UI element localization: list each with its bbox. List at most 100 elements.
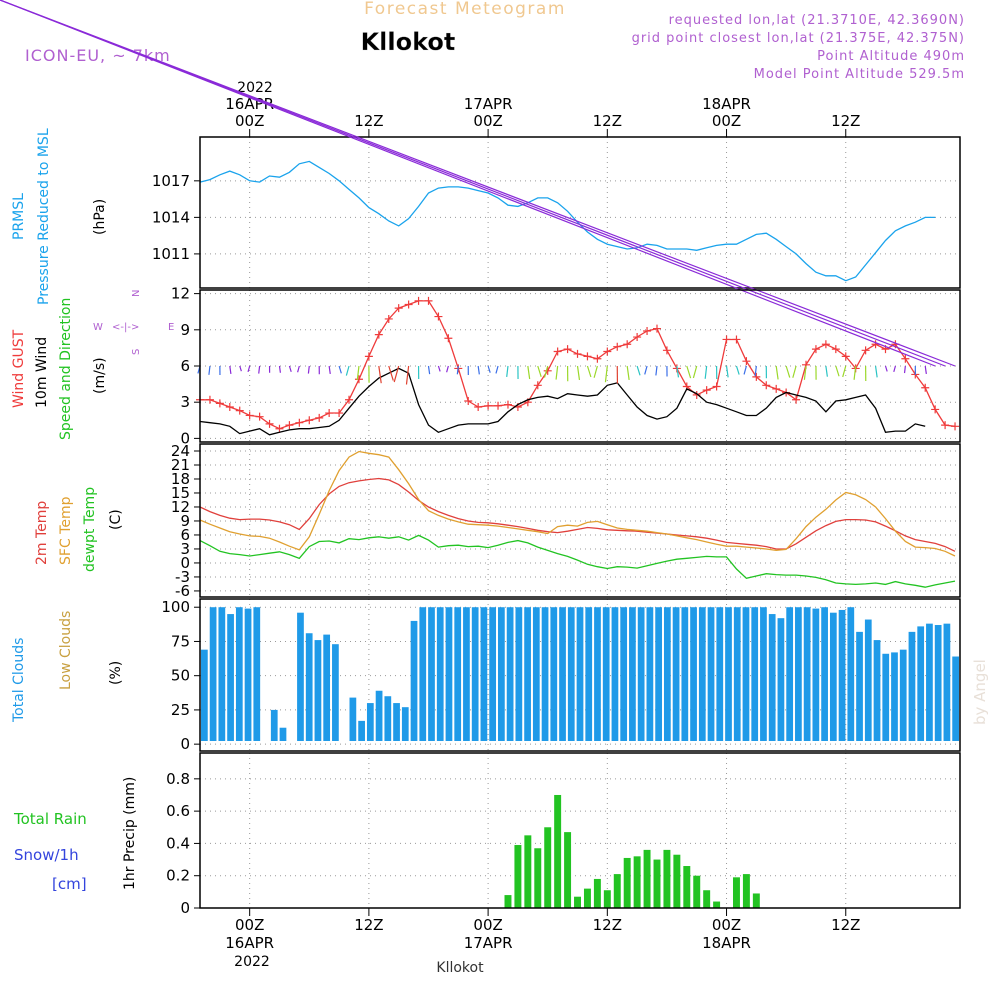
gust-marker	[434, 312, 443, 321]
panel-frame	[199, 598, 961, 752]
precip-bar	[663, 849, 671, 908]
total-cloud-bar	[410, 620, 418, 741]
top-tick-label: 12Z	[831, 112, 860, 130]
precip-bar	[643, 849, 651, 908]
total-cloud-bar	[882, 653, 890, 741]
precip-bar	[564, 832, 572, 908]
wind-arrow	[307, 365, 310, 374]
total-cloud-bar	[515, 607, 523, 741]
top-tick-label: 12Z	[593, 112, 622, 130]
temp-unit-label: (C)	[108, 509, 124, 530]
bottom-tick-label: 00Z	[712, 916, 741, 934]
gust-marker	[325, 409, 334, 418]
total-cloud-bar	[899, 649, 907, 741]
wind-arrow	[803, 365, 807, 380]
wind-arrow	[427, 365, 431, 375]
total-cloud-bar	[297, 612, 304, 741]
ytick-label: 15	[171, 484, 190, 502]
total-cloud-bar	[480, 607, 488, 741]
precip-bar	[524, 835, 532, 908]
ytick-label: 9	[180, 321, 190, 339]
top-tick-label: 00Z	[473, 112, 502, 130]
precip-bar	[534, 848, 542, 908]
bottom-date-label: 18APR	[702, 934, 751, 952]
gust-marker	[255, 412, 264, 421]
total-cloud-bar	[943, 623, 951, 741]
ytick-label: 12	[171, 285, 190, 303]
gust-marker	[215, 399, 224, 408]
panel-1: 0 3 6 9 12	[0, 0, 961, 447]
total-cloud-bar	[489, 607, 497, 741]
gust-marker	[295, 418, 304, 427]
gust-marker	[474, 403, 483, 412]
gust-marker	[364, 352, 373, 361]
ytick-label: 0.8	[166, 770, 190, 788]
gust-marker	[762, 381, 771, 390]
bottom-year: 2022	[234, 954, 270, 970]
panel-4: 0 0.2 0.4 0.6 0.8	[166, 752, 961, 917]
gust-marker	[384, 314, 393, 323]
wind-arrow	[743, 365, 747, 375]
gust-marker	[583, 352, 592, 361]
wind-arrow	[754, 365, 757, 377]
ytick-label: 3	[180, 540, 190, 558]
total-cloud-bar	[279, 727, 287, 741]
panel-frame	[199, 752, 961, 909]
total-cloud-bar	[445, 607, 453, 741]
total-cloud-bar	[760, 607, 767, 741]
total-cloud-bar	[690, 607, 697, 741]
gust-marker	[484, 401, 493, 410]
wind-arrow	[593, 365, 598, 378]
total-cloud-bar	[576, 607, 584, 741]
gust-marker	[335, 409, 344, 418]
ytick-label: 0.2	[166, 867, 190, 885]
wind-arrow	[239, 365, 242, 372]
gust-marker	[235, 406, 244, 415]
total-cloud-bar	[786, 607, 794, 741]
total-cloud-bar	[707, 607, 715, 741]
ytick-label: 9	[180, 512, 190, 530]
bottom-tick-label: 12Z	[354, 916, 383, 934]
total-cloud-bar	[332, 644, 339, 741]
total-cloud-bar	[454, 607, 462, 741]
wind-arrow	[586, 365, 592, 378]
total-cloud-bar	[358, 720, 365, 741]
wind-arrow	[356, 365, 360, 381]
total-cloud-bar	[541, 607, 549, 741]
precip-bar	[544, 827, 552, 908]
ytick-label: 0.4	[166, 834, 190, 852]
gust-marker	[861, 346, 870, 355]
wind-arrow	[924, 365, 927, 374]
total-cloud-bar	[847, 607, 855, 741]
wind-arrow	[258, 365, 261, 374]
wind-arrow	[288, 365, 292, 372]
total-cloud-bar	[611, 607, 619, 741]
wind-arrow	[835, 365, 840, 377]
footer-location: Kllokot	[436, 960, 484, 976]
total-cloud-bar	[725, 607, 732, 741]
requested-coords: requested lon,lat (21.3710E, 42.3690N)	[669, 13, 965, 28]
top-date-label: 18APR	[702, 95, 751, 113]
wind-arrow	[297, 365, 300, 373]
total-cloud-bar	[366, 703, 374, 741]
wind-arrow	[893, 365, 897, 373]
panel-frame	[199, 289, 961, 443]
ytick-label: 12	[171, 498, 190, 516]
precip-bar	[673, 854, 681, 908]
gust-marker	[921, 383, 930, 392]
wind-arrow	[686, 365, 692, 379]
total-cloud-bar	[829, 612, 837, 741]
precip-bar	[703, 890, 711, 908]
gust-marker	[742, 357, 751, 366]
precip-bar	[574, 896, 581, 908]
wind-arrow	[655, 365, 658, 376]
precip-bar	[732, 877, 740, 908]
total-cloud-bar	[585, 607, 593, 741]
precip-bar	[504, 895, 512, 908]
ytick-label: 1011	[152, 245, 190, 263]
precip-bar	[514, 845, 522, 908]
gust-marker	[841, 352, 850, 361]
series-line-dewpt-temp	[199, 534, 956, 588]
wind-arrow	[527, 365, 531, 380]
